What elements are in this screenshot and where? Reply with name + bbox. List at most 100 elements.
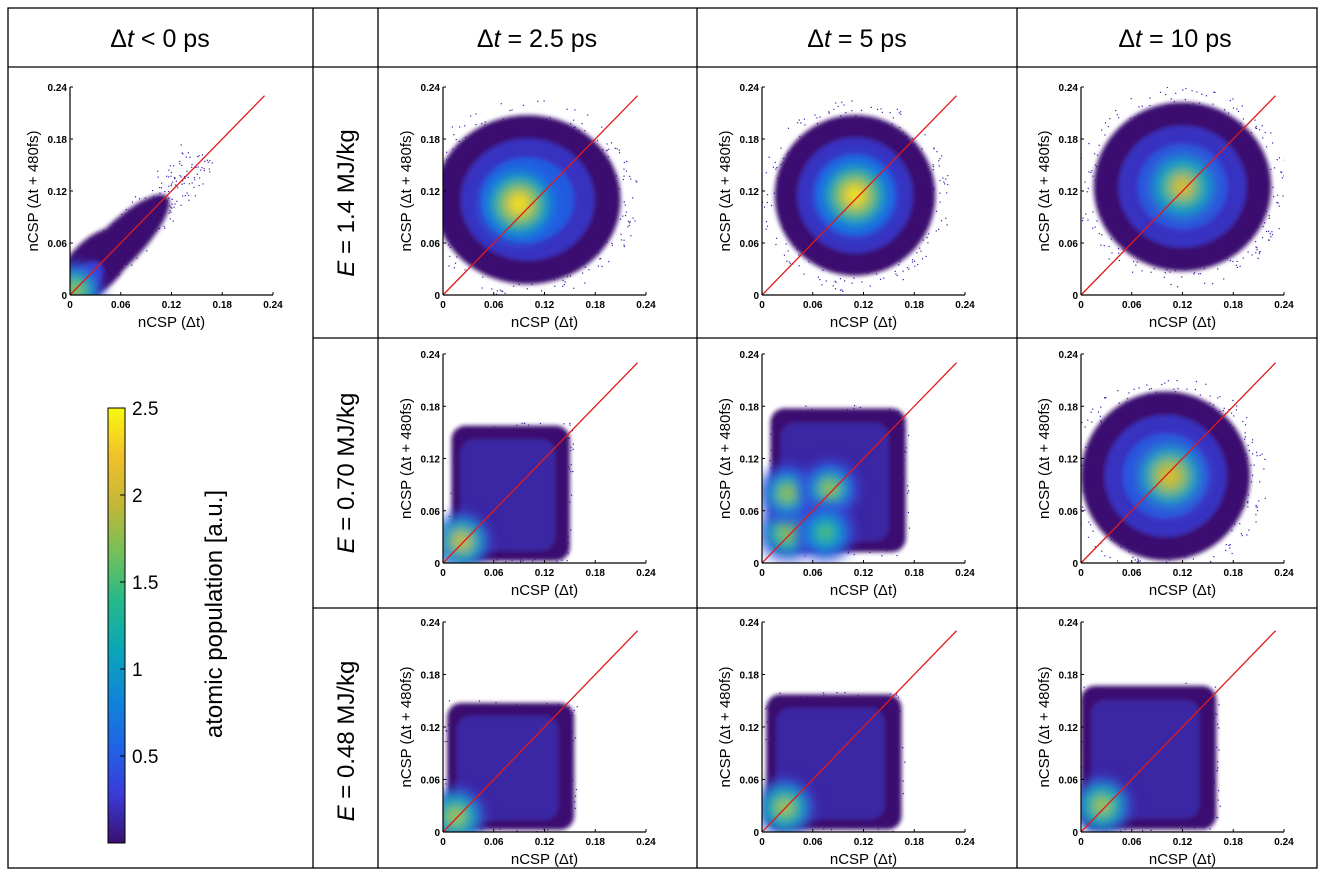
y-axis-label: nCSP (Δt + 480fs) [1036, 130, 1053, 251]
y-tick-label: 0.06 [421, 507, 441, 518]
y-tick-label: 0.18 [740, 671, 760, 682]
y-tick-label: 0 [434, 828, 440, 839]
column-header-2-5ps: Δt = 2.5 ps [477, 25, 597, 53]
y-tick-label: 0.18 [421, 671, 441, 682]
row-label-0-70: E = 0.70 MJ/kg [333, 393, 360, 554]
x-tick-label: 0 [1078, 837, 1084, 848]
x-tick-label: 0.18 [905, 300, 925, 311]
x-tick-label: 0 [67, 300, 73, 311]
x-tick-label: 0.12 [1173, 837, 1193, 848]
y-tick-label: 0.12 [1059, 455, 1079, 466]
y-tick-label: 0 [753, 559, 759, 570]
density-cloud [447, 702, 575, 830]
density-peak [1081, 776, 1131, 832]
x-tick-label: 0.18 [586, 300, 606, 311]
x-tick-label: 0 [759, 837, 765, 848]
x-tick-label: 0.12 [1173, 568, 1193, 579]
y-tick-label: 0.18 [48, 135, 68, 146]
y-tick-label: 0 [753, 828, 759, 839]
heatmap-panel: 00 0.06 0.06 0.12 0.12 0.18 0.18 0.24 0.24 nCSP (… [717, 83, 975, 331]
y-tick-label: 0.06 [421, 776, 441, 787]
reference-line [761, 362, 958, 564]
x-axis-label: nCSP (Δt) [1149, 582, 1216, 599]
y-tick-label: 0.18 [1059, 135, 1079, 146]
x-tick-label: 0.12 [854, 837, 874, 848]
y-axis-label: nCSP (Δt + 480fs) [398, 666, 415, 787]
x-tick-label: 0.06 [1122, 837, 1142, 848]
x-tick-label: 0.06 [111, 300, 131, 311]
x-tick-label: 0.18 [586, 568, 606, 579]
y-tick-label: 0.06 [740, 776, 760, 787]
y-tick-label: 0.18 [421, 135, 441, 146]
reference-line [1080, 362, 1277, 564]
y-tick-label: 0.06 [740, 507, 760, 518]
column-header-negative: Δt < 0 ps [110, 25, 209, 53]
y-tick-label: 0.18 [1059, 671, 1079, 682]
x-tick-label: 0.18 [1224, 837, 1244, 848]
colorbar-tick-label: 2.5 [132, 399, 158, 420]
heatmap-panel: 00 0.06 0.06 0.12 0.12 0.18 0.18 0.24 0.24 nCSP (… [717, 350, 975, 599]
heatmap-panel: 00 0.06 0.06 0.12 0.12 0.18 0.18 0.24 0.24 nCSP (… [1036, 350, 1294, 599]
colorbar-label: atomic population [a.u.] [201, 490, 228, 738]
y-tick-label: 0.18 [740, 402, 760, 413]
x-tick-label: 0.18 [905, 568, 925, 579]
x-tick-label: 0.06 [484, 300, 504, 311]
y-tick-label: 0.24 [48, 83, 68, 94]
x-tick-label: 0.18 [586, 837, 606, 848]
x-axis-label: nCSP (Δt) [511, 582, 578, 599]
x-tick-label: 0.12 [854, 568, 874, 579]
y-axis-label: nCSP (Δt + 480fs) [1036, 398, 1053, 519]
y-tick-label: 0.18 [1059, 402, 1079, 413]
y-tick-label: 0.24 [1059, 618, 1079, 629]
x-tick-label: 0.06 [1122, 300, 1142, 311]
x-tick-label: 0.06 [484, 568, 504, 579]
density-peak [800, 460, 859, 518]
x-tick-label: 0.24 [955, 837, 975, 848]
y-axis-label: nCSP (Δt + 480fs) [1036, 666, 1053, 787]
y-tick-label: 0.12 [421, 455, 441, 466]
reference-line [761, 95, 958, 296]
heatmap-panel: 00 0.06 0.06 0.12 0.12 0.18 0.18 0.24 0.24 nCSP (… [1036, 618, 1294, 868]
colorbar-tick-label: 2 [132, 486, 143, 507]
x-tick-label: 0 [440, 300, 446, 311]
x-tick-label: 0.12 [1173, 300, 1193, 311]
x-tick-label: 0.06 [803, 568, 823, 579]
x-axis-label: nCSP (Δt) [511, 314, 578, 331]
y-tick-label: 0 [753, 291, 759, 302]
x-tick-label: 0.18 [213, 300, 233, 311]
y-tick-label: 0.18 [421, 402, 441, 413]
colorbar-tick-label: 0.5 [132, 747, 158, 768]
table-grid [7, 7, 1318, 869]
x-tick-label: 0.24 [1274, 568, 1294, 579]
density-peak [1130, 436, 1210, 516]
colorbar-tick-label: 1 [132, 660, 143, 681]
y-axis-label: nCSP (Δt + 480fs) [717, 130, 734, 251]
reference-line [1080, 630, 1277, 833]
x-tick-label: 0.24 [955, 300, 975, 311]
y-tick-label: 0.18 [740, 135, 760, 146]
density-peak [479, 164, 559, 244]
x-axis-label: nCSP (Δt) [830, 582, 897, 599]
heatmap-panel: 00 0.06 0.06 0.12 0.12 0.18 0.18 0.24 0.24 nCSP (… [398, 83, 656, 331]
column-header-10ps: Δt = 10 ps [1118, 25, 1231, 53]
y-tick-label: 0.12 [421, 723, 441, 734]
x-tick-label: 0 [440, 837, 446, 848]
x-tick-label: 0.18 [1224, 300, 1244, 311]
y-tick-label: 0.06 [740, 239, 760, 250]
y-tick-label: 0.12 [1059, 187, 1079, 198]
reference-line [442, 362, 639, 564]
x-tick-label: 0.24 [955, 568, 975, 579]
density-peak [815, 155, 895, 235]
colorbar-gradient [107, 407, 126, 844]
y-tick-label: 0.06 [421, 239, 441, 250]
x-tick-label: 0 [759, 568, 765, 579]
y-tick-label: 0.24 [421, 618, 441, 629]
y-axis-label: nCSP (Δt + 480fs) [717, 666, 734, 787]
x-axis-label: nCSP (Δt) [511, 851, 578, 868]
colorbar: 0.5 1 1.5 2 2.5 atomic population [a.u.] [107, 399, 228, 844]
x-tick-label: 0.24 [636, 837, 656, 848]
density-peak [443, 512, 491, 563]
reference-line [761, 630, 958, 833]
reference-line [1080, 95, 1277, 296]
